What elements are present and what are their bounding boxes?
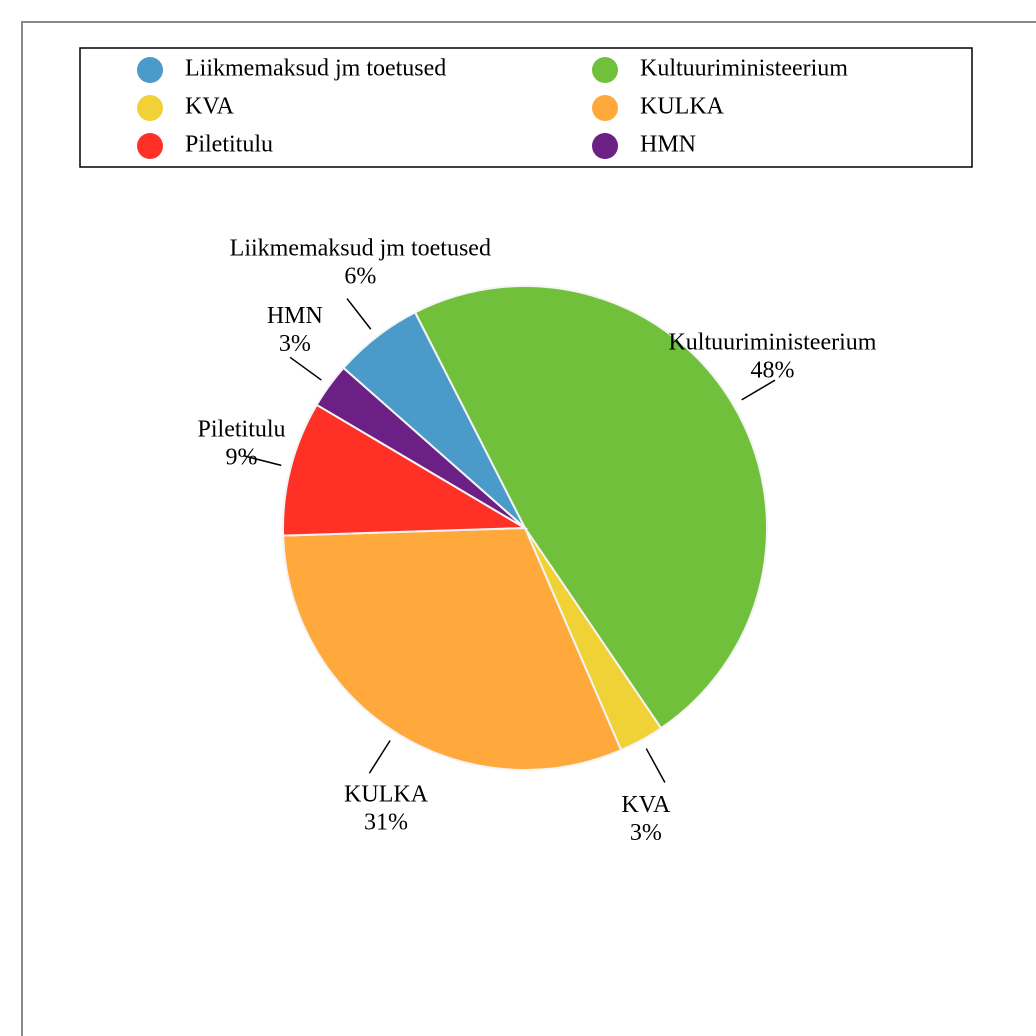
slice-value: 9% xyxy=(226,444,258,470)
leader-line xyxy=(243,455,282,467)
slice-value: 3% xyxy=(279,331,311,357)
pie-slice xyxy=(282,403,529,537)
slice-value: 31% xyxy=(364,809,408,835)
slice-value: 6% xyxy=(344,264,376,290)
slice-label: Kultuuriministeerium xyxy=(668,330,876,356)
slice-label: HMN xyxy=(267,303,323,329)
leader-line xyxy=(741,379,776,401)
legend-swatch xyxy=(137,95,163,121)
slice-label: Piletitulu xyxy=(198,416,286,442)
legend-label: KULKA xyxy=(640,94,725,120)
legend-swatch xyxy=(137,133,163,159)
legend-box xyxy=(79,47,973,168)
slice-label: Liikmemaksud jm toetused xyxy=(230,236,491,262)
leader-line xyxy=(368,740,391,774)
slice-value: 48% xyxy=(750,358,794,384)
pie-slice xyxy=(282,526,623,771)
legend-swatch xyxy=(137,57,163,83)
leader-line xyxy=(346,298,372,330)
legend-label: Piletitulu xyxy=(185,132,273,158)
legend-swatch xyxy=(592,57,618,83)
legend-label: Liikmemaksud jm toetused xyxy=(185,56,446,82)
legend-label: Kultuuriministeerium xyxy=(640,56,848,82)
legend-swatch xyxy=(592,133,618,159)
pie-slice xyxy=(315,366,526,529)
slice-value: 3% xyxy=(630,820,662,846)
legend-swatch xyxy=(592,95,618,121)
leader-line xyxy=(289,356,322,381)
slice-label: KVA xyxy=(621,792,671,818)
legend-label: KVA xyxy=(185,94,235,120)
leader-line xyxy=(645,748,666,783)
slice-label: KULKA xyxy=(344,781,429,807)
pie-slice xyxy=(413,284,768,730)
legend-label: HMN xyxy=(640,132,696,158)
